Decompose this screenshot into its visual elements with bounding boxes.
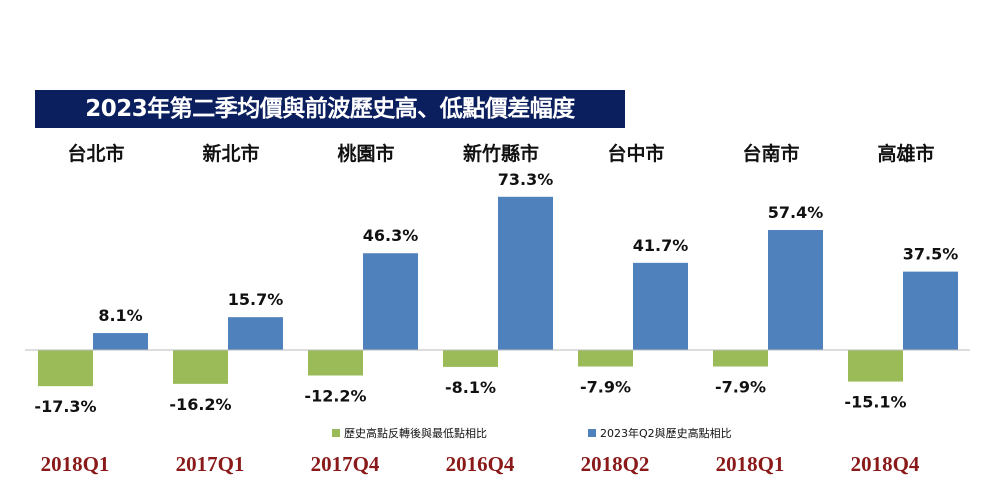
period-label: 2018Q1 [716,452,785,476]
chart-title: 2023年第二季均價與前波歷史高、低點價差幅度 [35,90,625,128]
category-label: 台北市 [67,142,124,165]
category-label: 台南市 [742,142,799,165]
period-label: 2017Q1 [176,452,245,476]
category-label: 桃園市 [337,142,394,165]
data-label: -17.3% [34,397,96,416]
bar-low [443,350,498,367]
data-label: 15.7% [228,290,284,309]
data-label: -7.9% [580,378,631,397]
period-label: 2018Q2 [581,452,650,476]
data-label: 46.3% [363,226,419,245]
bar-low [713,350,768,367]
bar-low [173,350,228,384]
bar-low [848,350,903,382]
legend-swatch [332,429,340,437]
data-label: 8.1% [98,306,142,325]
bar-low [308,350,363,376]
category-label: 台中市 [607,142,664,165]
bar-high [498,196,553,350]
category-label: 新北市 [202,142,259,165]
data-label: -7.9% [715,378,766,397]
data-label: -15.1% [844,393,906,412]
legend-label: 歷史高點反轉後與最低點相比 [344,426,487,440]
period-label: 2016Q4 [446,452,515,476]
bar-high [903,271,958,350]
bar-high [363,253,418,350]
category-label: 高雄市 [877,142,934,165]
category-label: 新竹縣市 [463,142,539,165]
data-label: 37.5% [903,245,959,264]
data-label: -8.1% [445,378,496,397]
legend-label: 2023年Q2與歷史高點相比 [600,426,732,440]
bar-high [93,333,148,350]
bar-high [228,317,283,350]
bar-high [633,262,688,350]
data-label: 73.3% [498,170,554,189]
bar-low [38,350,93,387]
legend-swatch [588,429,596,437]
data-label: -16.2% [169,395,231,414]
period-label: 2018Q4 [851,452,920,476]
data-label: -12.2% [304,386,366,405]
period-label: 2017Q4 [311,452,380,476]
period-label: 2018Q1 [41,452,110,476]
bar-high [768,230,823,350]
bar-low [578,350,633,367]
data-label: 41.7% [633,236,689,255]
data-label: 57.4% [768,203,824,222]
